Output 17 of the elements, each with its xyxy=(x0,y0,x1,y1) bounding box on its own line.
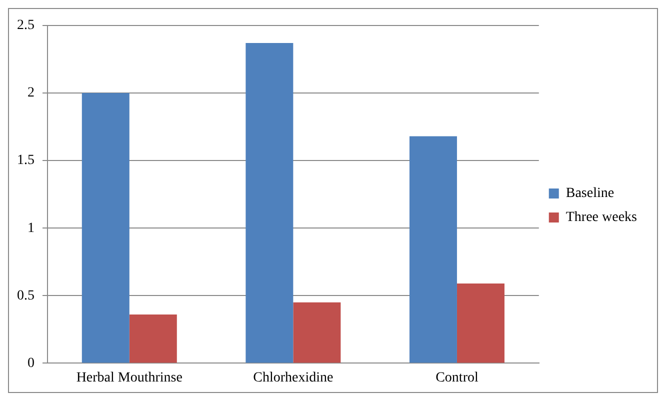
bar xyxy=(82,92,130,363)
y-tick-label: 1.5 xyxy=(17,153,34,168)
y-tick-label: 0.5 xyxy=(17,288,34,304)
bar xyxy=(246,42,294,363)
x-tick-label: Control xyxy=(436,370,478,386)
y-tick-label: 1 xyxy=(28,220,34,236)
y-tick-label: 2 xyxy=(28,86,34,101)
legend-label: Three weeks xyxy=(566,210,638,226)
x-tick-label: Chlorhexidine xyxy=(253,370,334,386)
y-tick-label: 2.5 xyxy=(17,18,34,34)
y-tick-label: 0 xyxy=(28,356,34,371)
bar xyxy=(293,302,341,363)
x-tick-label: Herbal Mouthrinse xyxy=(76,370,182,386)
bar xyxy=(456,283,504,363)
bar xyxy=(409,136,457,363)
legend-label: Baseline xyxy=(566,186,614,202)
bar xyxy=(129,314,177,363)
